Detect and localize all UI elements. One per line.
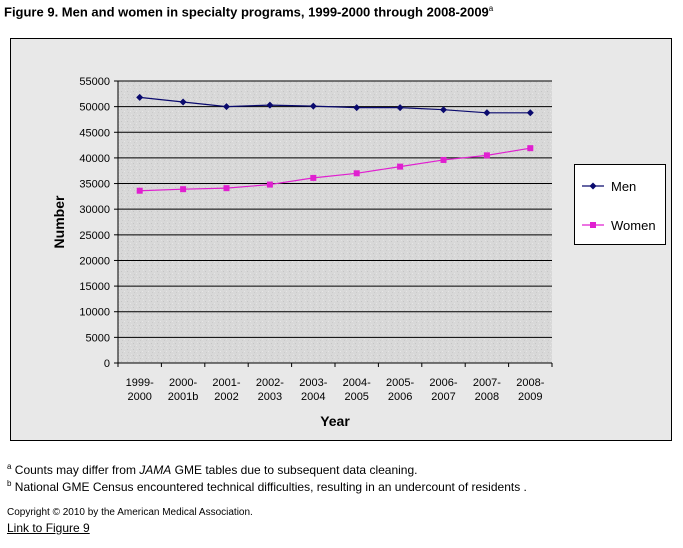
series-women — [136, 145, 534, 194]
x-tick-label: 2007- — [473, 377, 501, 389]
x-tick-label: 2004- — [343, 377, 371, 389]
x-tick-labels: 1999- 2000 2000- 2001b 2001- 2002 2002- 2003 200… — [117, 363, 553, 403]
x-tick-label: 2002- — [256, 377, 284, 389]
x-tick-label: 2001- — [212, 377, 240, 389]
footnote-b-mark: b — [7, 479, 12, 488]
y-tick-label: 15000 — [79, 281, 110, 293]
y-tick-labels: 0 5000 10000 15000 20000 25000 30000 35000 40000… — [79, 76, 118, 370]
x-tick-label: 2006 — [388, 391, 412, 403]
x-axis-title: Year — [320, 413, 350, 429]
x-tick-label: 2009 — [518, 391, 542, 403]
series-women-point — [136, 187, 143, 194]
y-tick-label: 50000 — [79, 102, 110, 114]
legend: Men Women — [574, 164, 666, 245]
series-women-point — [223, 185, 230, 192]
figure-title: Figure 9. Men and women in specialty pro… — [4, 4, 493, 19]
series-men — [136, 93, 534, 117]
series-women-point — [397, 163, 404, 170]
x-tick-label: 2004 — [301, 391, 325, 403]
x-tick-label: 2005 — [344, 391, 368, 403]
series-group — [136, 93, 534, 194]
x-tick-label: 2007 — [431, 391, 455, 403]
x-tick-label: 2001b — [168, 391, 199, 403]
series-women-point — [180, 186, 187, 193]
footnote-a-mark: a — [7, 462, 12, 471]
x-tick-label: 2005- — [386, 377, 414, 389]
y-tick-label: 45000 — [79, 127, 110, 139]
y-tick-label: 30000 — [79, 204, 110, 216]
footnote-a-text-post: GME tables due to subsequent data cleani… — [171, 463, 418, 477]
series-men-point — [309, 102, 317, 110]
legend-box — [574, 164, 666, 245]
series-men-point — [136, 93, 144, 101]
copyright-text: Copyright © 2010 by the American Medical… — [7, 507, 253, 518]
series-men-point — [396, 104, 404, 112]
y-tick-label: 5000 — [86, 332, 110, 344]
footnote-b: b National GME Census encountered techni… — [7, 479, 527, 494]
legend-women-marker — [590, 222, 596, 228]
series-women-point — [310, 174, 317, 181]
y-tick-label: 20000 — [79, 255, 110, 267]
series-men-point — [526, 109, 534, 117]
series-women-point — [266, 181, 273, 188]
x-tick-label: 2002 — [214, 391, 238, 403]
x-tick-label: 2008- — [516, 377, 544, 389]
legend-men-label: Men — [611, 179, 636, 194]
x-tick-label: 2000 — [127, 391, 151, 403]
y-tick-label: 55000 — [79, 76, 110, 88]
series-men-point — [483, 109, 491, 117]
y-tick-label: 10000 — [79, 307, 110, 319]
legend-women-label: Women — [611, 218, 656, 233]
series-women-point — [440, 156, 447, 163]
footnote-a: a Counts may differ from JAMA GME tables… — [7, 462, 417, 477]
x-tick-label: 2006- — [429, 377, 457, 389]
series-women-point — [527, 145, 534, 152]
y-tick-label: 35000 — [79, 179, 110, 191]
x-tick-label: 1999- — [126, 377, 154, 389]
series-women-line — [139, 147, 531, 192]
footnote-b-text: National GME Census encountered technica… — [14, 480, 527, 494]
series-men-point — [179, 98, 187, 106]
footnote-a-journal: JAMA — [139, 463, 172, 477]
y-tick-label: 40000 — [79, 153, 110, 165]
legend-men-marker — [589, 182, 597, 190]
x-tick-label: 2003 — [258, 391, 282, 403]
x-tick-label: 2003- — [299, 377, 327, 389]
link-to-figure[interactable]: Link to Figure 9 — [7, 521, 90, 535]
legend-item-women: Women — [582, 218, 656, 233]
x-tick-label: 2000- — [169, 377, 197, 389]
series-women-point — [353, 170, 360, 177]
figure-title-footnote-mark: a — [488, 4, 494, 13]
y-tick-label: 25000 — [79, 230, 110, 242]
series-men-point — [353, 104, 361, 112]
x-tick-label: 2008 — [475, 391, 499, 403]
series-men-point — [223, 103, 230, 111]
y-tick-label: 0 — [104, 358, 110, 370]
footnote-a-text-pre: Counts may differ from — [14, 463, 140, 477]
chart: 0 5000 10000 15000 20000 25000 30000 35000 40000… — [10, 38, 672, 441]
series-men-line — [139, 96, 531, 114]
series-men-point — [266, 101, 274, 109]
figure-title-text: Figure 9. Men and women in specialty pro… — [4, 4, 489, 20]
series-women-point — [483, 152, 490, 159]
y-axis-title: Number — [51, 195, 67, 248]
legend-item-men: Men — [582, 179, 636, 194]
series-men-point — [440, 106, 447, 114]
gridlines — [118, 80, 552, 338]
plot-area — [118, 81, 552, 363]
